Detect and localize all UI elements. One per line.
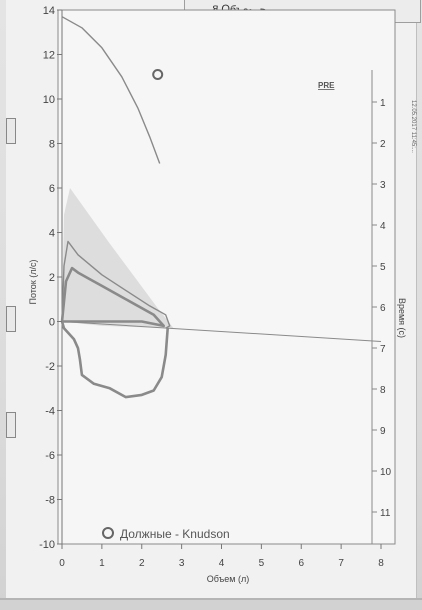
series-2-line	[60, 266, 165, 328]
y-tick-label: -8	[45, 495, 55, 507]
y-tick-label: 14	[43, 5, 55, 17]
y-tick-label: 10	[43, 94, 55, 106]
x-tick-label: 3	[179, 558, 185, 569]
time-axis-title: Время (с)	[397, 298, 407, 338]
x-tick-label: 5	[259, 558, 265, 569]
predicted-point	[152, 69, 164, 81]
y-tick-label: 12	[43, 50, 55, 62]
x-tick-label: 0	[59, 558, 65, 569]
x-axis-title: Объем (л)	[207, 574, 249, 584]
time-tick-label: 1	[380, 98, 386, 109]
side-control-middle[interactable]	[6, 306, 16, 332]
time-tick-label: 10	[380, 467, 392, 478]
time-tick-label: 3	[380, 180, 386, 191]
y-tick-label: 4	[49, 228, 55, 240]
x-tick-label: 7	[338, 558, 344, 569]
x-tick-label: 1	[99, 558, 105, 569]
y-tick-label: 2	[49, 272, 55, 284]
y-tick-label: -4	[45, 406, 55, 418]
y-tick-label: -10	[39, 539, 55, 551]
legend-marker-icon	[102, 527, 114, 539]
bottom-divider	[0, 598, 422, 600]
y-tick-label: 0	[49, 317, 55, 329]
time-tick-label: 5	[380, 262, 386, 273]
time-tick-label: 7	[380, 344, 386, 355]
edge-date-text: 12.05.2017 11:45:...	[410, 100, 416, 153]
time-tick-label: 6	[380, 303, 386, 314]
x-ticks: 0 1 2 3 4 5 6 7 8	[59, 544, 384, 569]
time-tick-label: 11	[380, 508, 391, 519]
series-5-line	[61, 321, 382, 342]
y-tick-label: 6	[49, 183, 55, 195]
side-control-bottom[interactable]	[6, 412, 16, 438]
series-1-area	[62, 188, 174, 329]
time-tick-label: 4	[380, 221, 386, 232]
y-tick-label: -6	[45, 450, 55, 462]
time-tick-label: 2	[380, 139, 386, 150]
pre-label: PRE	[318, 81, 335, 90]
series-0-line	[61, 16, 161, 164]
x-tick-label: 8	[378, 558, 384, 569]
time-tick-label: 8	[380, 385, 386, 396]
time-tick-label: 9	[380, 426, 386, 437]
x-tick-label: 6	[298, 558, 304, 569]
plot-layer	[60, 16, 382, 399]
series-3-line	[61, 240, 171, 329]
side-control-top[interactable]	[6, 118, 16, 144]
time-ticks: 1 2 3 4 5 6 7 8 9 10 11	[372, 98, 392, 519]
x-tick-label: 2	[139, 558, 145, 569]
y-tick-label: -2	[45, 361, 55, 373]
legend-label: Должные - Knudson	[120, 527, 230, 541]
y-tick-label: 8	[49, 139, 55, 151]
series-4-line	[60, 321, 169, 399]
y-axis-title: Поток (л/с)	[28, 260, 38, 305]
y-ticks: -10 -8 -6 -4 -2 0 2 4 6 8 10 12 14	[39, 5, 62, 551]
x-tick-label: 4	[219, 558, 225, 569]
